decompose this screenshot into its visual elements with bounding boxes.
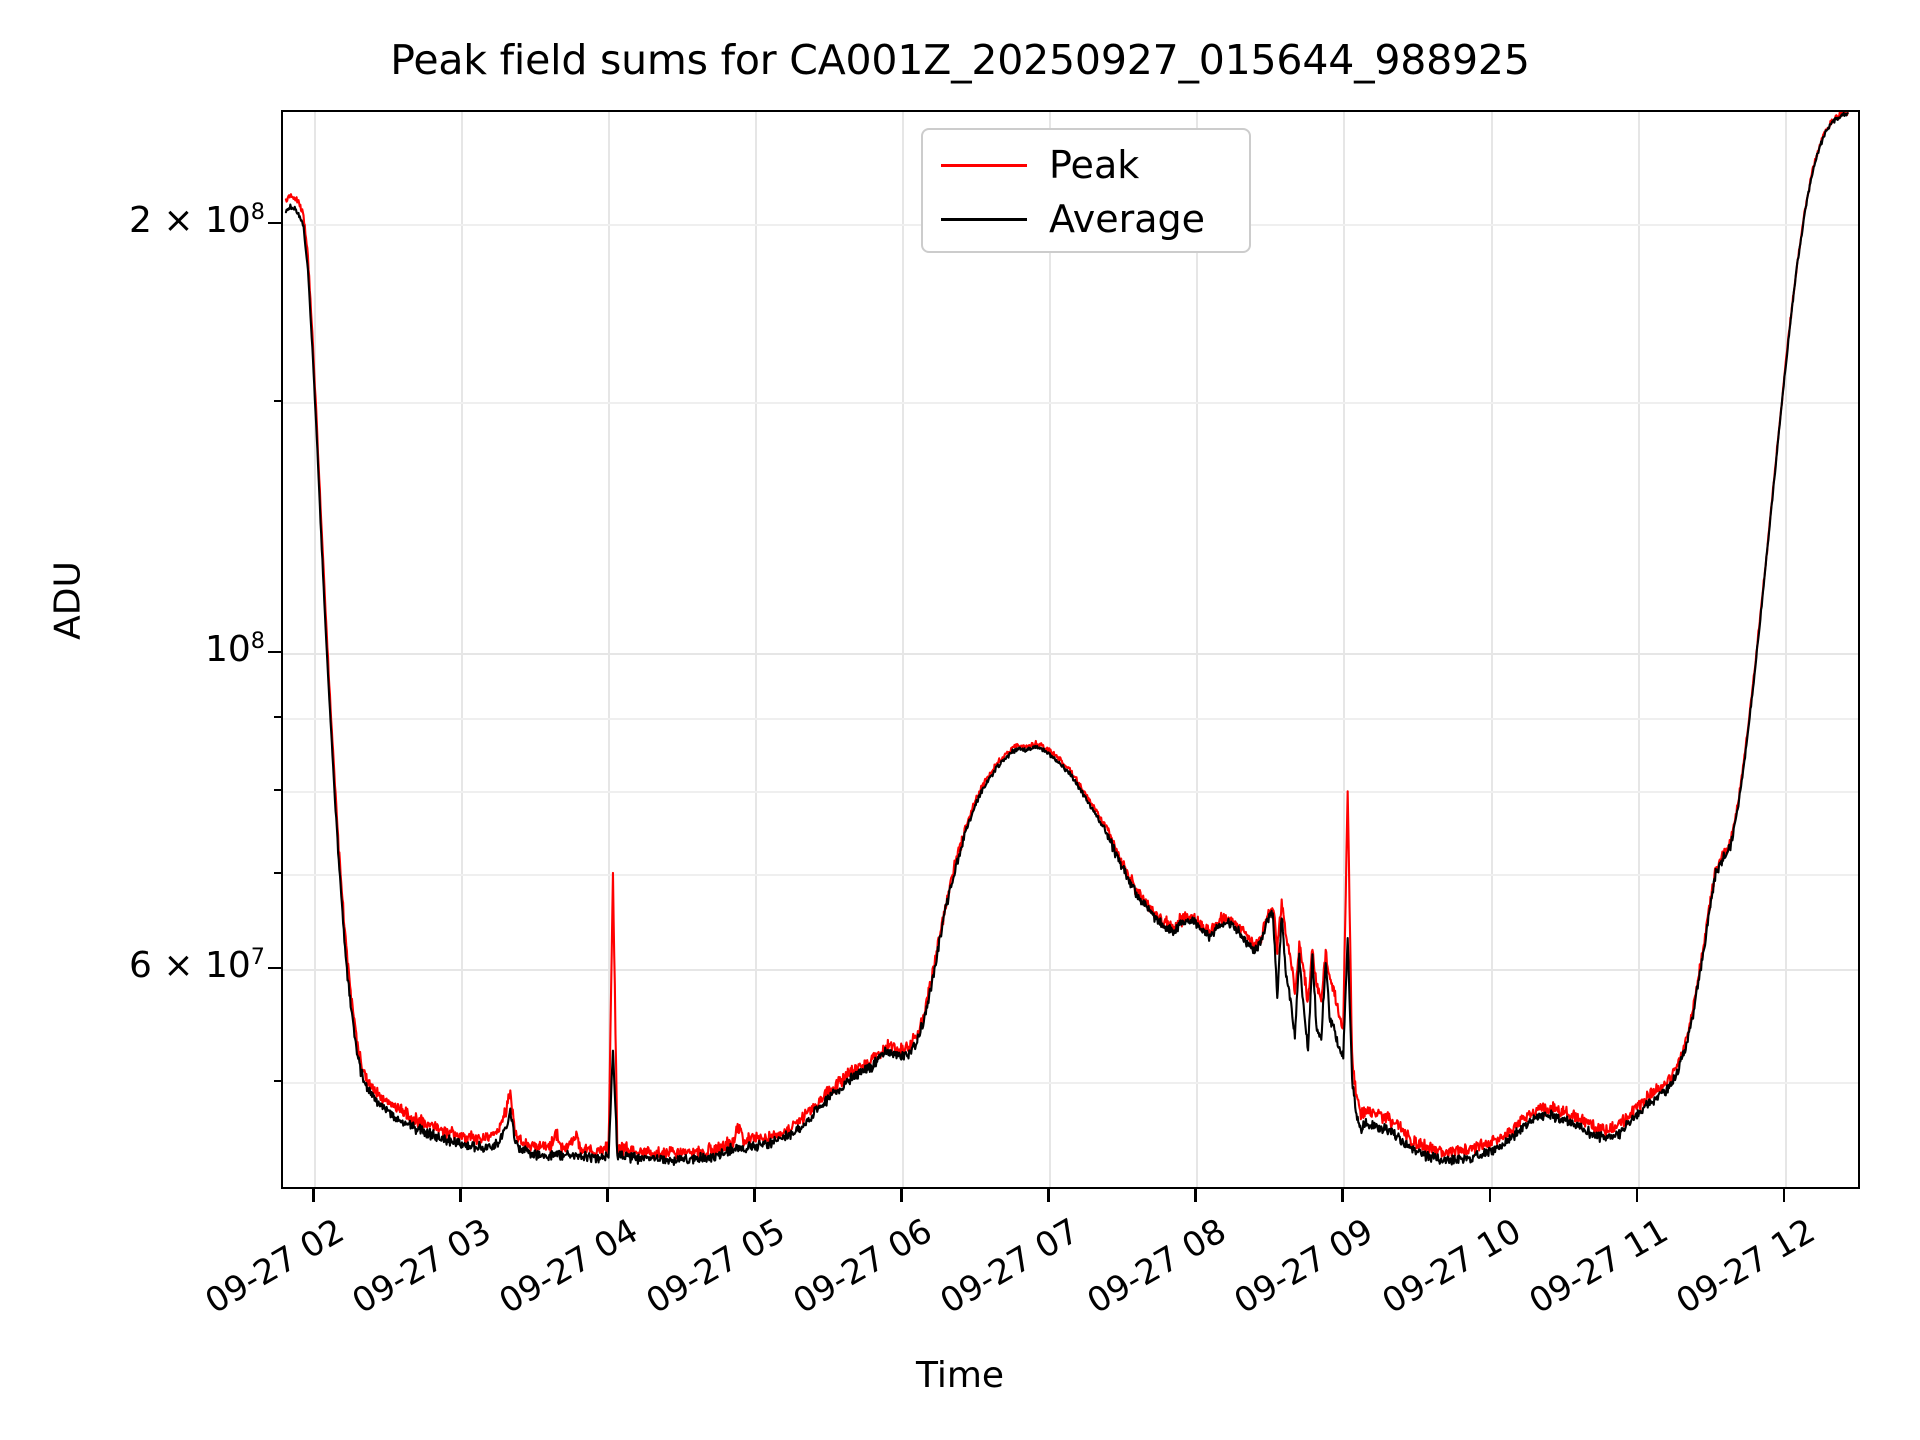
y-tick-mark (268, 967, 281, 970)
x-tick-mark (1047, 1189, 1050, 1202)
gridline-horizontal-minor (283, 718, 1858, 721)
gridline-vertical (461, 112, 464, 1187)
gridline-vertical (1196, 112, 1199, 1187)
y-minor-tick-mark (274, 399, 281, 402)
y-tick-label: 6 × 107 (129, 944, 265, 987)
page-title: Peak field sums for CA001Z_20250927_0156… (390, 36, 1530, 84)
gridline-horizontal (283, 969, 1858, 972)
y-tick-label: 2 × 108 (129, 198, 265, 241)
gridline-vertical (902, 112, 905, 1187)
y-minor-tick-mark (274, 221, 281, 224)
y-axis-label: ADU (47, 561, 89, 640)
gridline-horizontal (283, 652, 1858, 655)
legend-label-average: Average (1049, 197, 1206, 241)
x-tick-mark (900, 1189, 903, 1202)
x-tick-mark (312, 1189, 315, 1202)
legend-label-peak: Peak (1049, 143, 1140, 187)
legend: Peak Average (921, 128, 1251, 253)
legend-swatch-average (941, 217, 1027, 221)
x-tick-mark (753, 1189, 756, 1202)
gridline-horizontal-minor (283, 791, 1858, 794)
x-tick-mark (606, 1189, 609, 1202)
x-tick-mark (1782, 1189, 1785, 1202)
plot-area (281, 110, 1860, 1189)
y-tick-label: 108 (204, 627, 265, 670)
x-tick-mark (1194, 1189, 1197, 1202)
y-minor-tick-mark (274, 1080, 281, 1083)
x-tick-mark (1635, 1189, 1638, 1202)
gridline-horizontal-minor (283, 1082, 1858, 1085)
y-tick-mark (268, 650, 281, 654)
x-tick-mark (459, 1189, 462, 1202)
series-line-average (286, 113, 1848, 1165)
series-line-peak (286, 112, 1848, 1160)
gridline-vertical (1637, 112, 1640, 1187)
gridline-horizontal-minor (283, 873, 1858, 876)
x-tick-mark (1488, 1189, 1491, 1202)
y-minor-tick-mark (274, 871, 281, 874)
gridline-vertical (1343, 112, 1346, 1187)
x-axis-label: Time (915, 1355, 1005, 1396)
gridline-vertical (314, 112, 317, 1187)
y-minor-tick-mark (274, 716, 281, 719)
gridline-vertical (755, 112, 758, 1187)
gridline-horizontal-minor (283, 401, 1858, 404)
gridline-vertical (1049, 112, 1052, 1187)
legend-item-average: Average (923, 192, 1249, 246)
x-tick-mark (1341, 1189, 1344, 1202)
gridline-vertical (1490, 112, 1493, 1187)
legend-item-peak: Peak (923, 138, 1249, 192)
y-minor-tick-mark (274, 789, 281, 792)
series-layer (283, 112, 1858, 1187)
gridline-vertical (608, 112, 611, 1187)
gridline-vertical (1784, 112, 1787, 1187)
legend-swatch-peak (941, 163, 1027, 167)
